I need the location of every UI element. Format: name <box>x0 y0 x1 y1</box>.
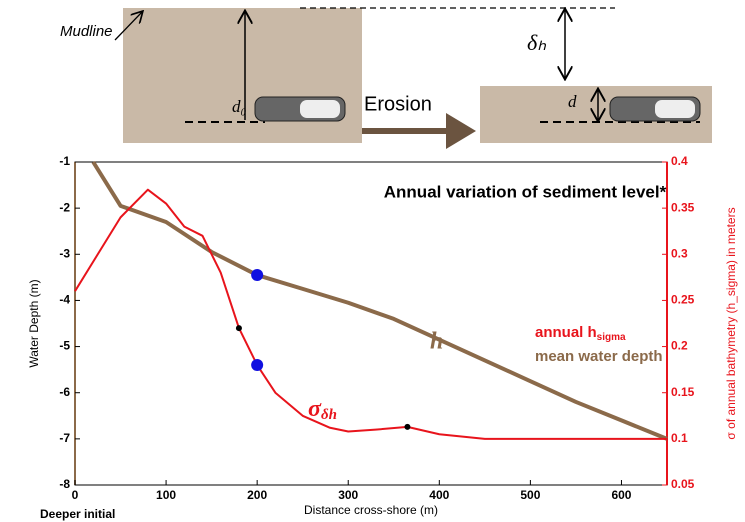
y-tick-label: -4 <box>59 293 70 307</box>
y2-tick-label: 0.2 <box>671 339 688 353</box>
y-tick-label: -5 <box>59 339 70 353</box>
x-tick-label: 200 <box>247 488 267 502</box>
y2-tick-label: 0.35 <box>671 200 695 214</box>
y2-tick-label: 0.4 <box>671 154 688 168</box>
y-tick-label: -6 <box>59 385 70 399</box>
y-tick-label: -1 <box>59 154 70 168</box>
marker-point <box>251 359 264 372</box>
chart-title: Annual variation of sediment level* <box>384 182 667 201</box>
marker-point <box>251 269 264 282</box>
y-tick-label: -8 <box>59 477 70 491</box>
marker-point <box>404 423 411 430</box>
y-tick-label: -3 <box>59 246 70 260</box>
series-label: h <box>430 329 443 355</box>
d0-label: d₀ <box>232 97 247 116</box>
y2-axis-label: σ of annual bathymetry (h_sigma) in mete… <box>724 207 738 439</box>
series-label: σδh <box>308 396 337 424</box>
legend-entry: mean water depth <box>535 348 663 365</box>
erosion-label: Erosion <box>364 93 432 115</box>
probe <box>655 100 695 118</box>
x-tick-label: 400 <box>429 488 449 502</box>
y-tick-label: -7 <box>59 431 70 445</box>
x-tick-label: 500 <box>520 488 540 502</box>
legend-entry: annual hsigma <box>535 324 626 343</box>
series-line <box>91 160 668 441</box>
series-label-base: σ <box>308 396 322 422</box>
x-tick-label: 600 <box>611 488 631 502</box>
y-axis-label: Water Depth (m) <box>27 279 41 367</box>
x-axis-label: Distance cross-shore (m) <box>304 503 438 517</box>
x-tick-label: 0 <box>72 488 79 502</box>
probe <box>300 100 340 118</box>
series-line <box>74 188 667 440</box>
legend-text: annual h <box>535 324 597 341</box>
x-tick-label: 300 <box>338 488 358 502</box>
y-tick-label: -2 <box>59 200 70 214</box>
arrow <box>114 12 142 41</box>
y2-tick-label: 0.1 <box>671 431 688 445</box>
d-label: d <box>568 92 577 111</box>
footnote: Deeper initial <box>40 507 115 521</box>
x-tick-label: 100 <box>156 488 176 502</box>
y2-tick-label: 0.15 <box>671 385 695 399</box>
y2-tick-label: 0.05 <box>671 477 695 491</box>
marker-point <box>235 325 242 332</box>
delta-label: δₕ <box>527 30 546 55</box>
y2-tick-label: 0.3 <box>671 246 688 260</box>
chart: 0 100 200 300 400 500 600 -8 -7 -6 -5 -4 -3 -2 -1 0.05 0… <box>27 154 738 521</box>
series-label-sub: δh <box>321 407 337 423</box>
mudline-label: Mudline <box>60 23 113 40</box>
y2-tick-label: 0.25 <box>671 293 695 307</box>
legend-sub: sigma <box>597 332 626 343</box>
